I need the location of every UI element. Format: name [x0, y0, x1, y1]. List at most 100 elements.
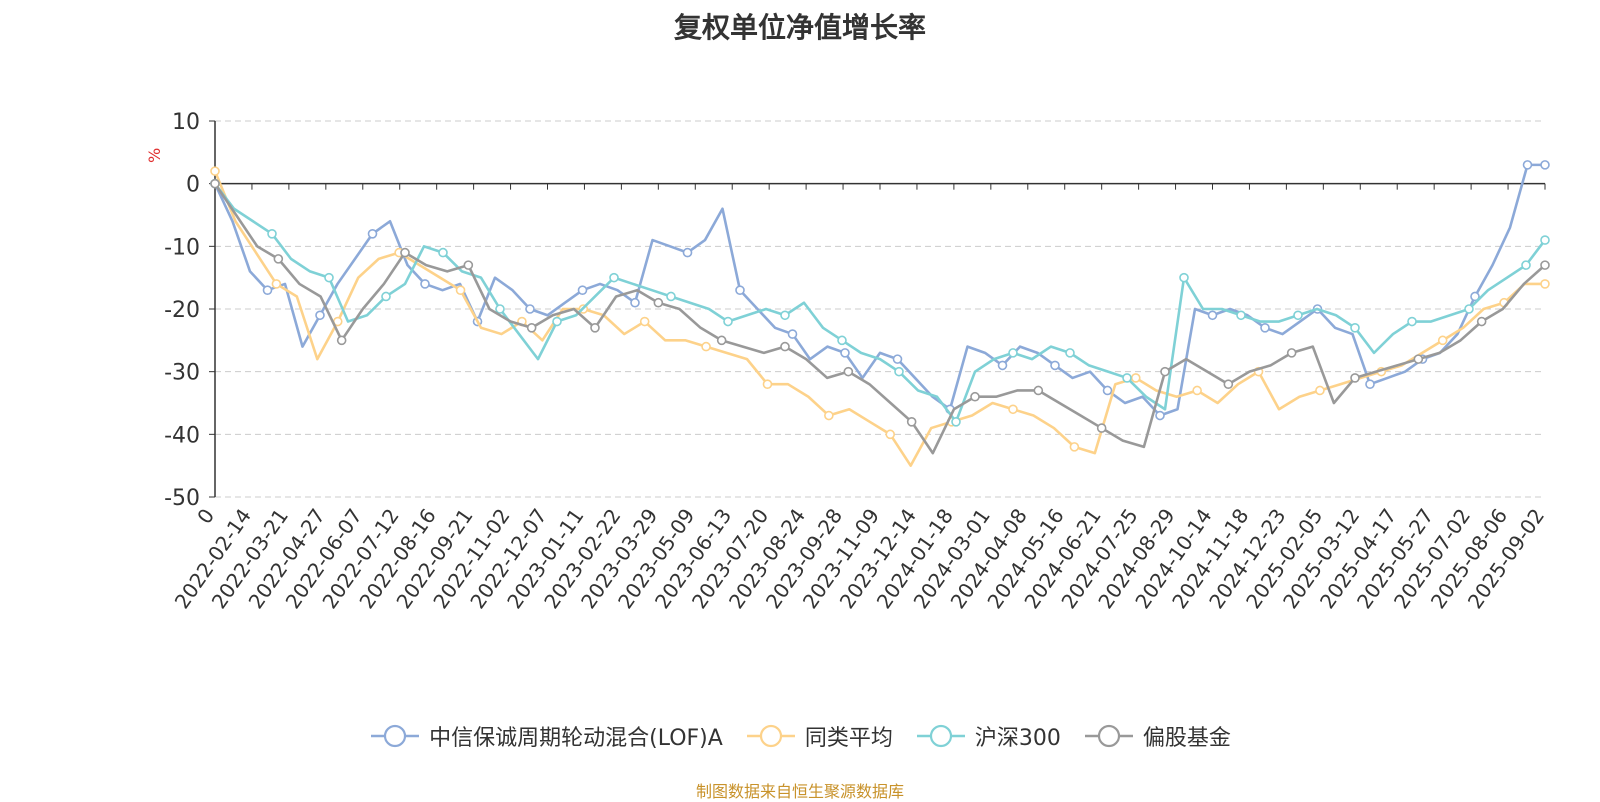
data-point: [1155, 410, 1165, 421]
data-point: [1476, 316, 1487, 327]
y-axis-label: %: [145, 148, 164, 163]
series-line: [213, 182, 1547, 424]
data-point: [716, 335, 727, 346]
data-point: [682, 247, 693, 258]
data-point: [267, 229, 277, 239]
data-point: [1470, 291, 1480, 302]
chart-svg: 100-10-20-30-40-5002022-02-142022-03-212…: [145, 110, 1550, 613]
data-point: [997, 360, 1008, 371]
data-point: [843, 366, 854, 377]
data-point: [381, 291, 391, 302]
data-point: [735, 285, 745, 296]
data-point: [1350, 373, 1360, 383]
legend-item[interactable]: 中信保诚周期轮动混合(LOF)A: [369, 720, 723, 752]
data-point: [1437, 335, 1448, 346]
data-point: [1096, 423, 1107, 433]
data-point: [336, 335, 347, 346]
data-point: [324, 272, 334, 283]
data-point: [273, 254, 284, 264]
series-line: [213, 170, 1545, 467]
chart-title: 复权单位净值增长率: [673, 11, 926, 44]
data-point: [894, 366, 904, 377]
data-point: [1130, 373, 1141, 383]
data-point: [723, 316, 733, 327]
data-point: [1413, 354, 1424, 364]
legend-label: 沪深300: [974, 726, 1061, 751]
data-point: [951, 416, 961, 427]
data-point: [438, 247, 448, 258]
data-point: [420, 279, 430, 289]
legend-swatch-marker: [929, 724, 952, 748]
y-tick-label: -40: [164, 423, 200, 448]
data-point: [837, 335, 847, 346]
legend-swatch-marker: [384, 724, 407, 748]
data-point: [1407, 316, 1417, 327]
data-point: [1033, 385, 1044, 396]
data-point: [1160, 366, 1170, 377]
data-point: [1350, 322, 1360, 333]
data-point: [762, 379, 773, 390]
data-point: [1122, 373, 1132, 383]
data-point: [367, 229, 378, 239]
data-point: [1540, 260, 1550, 270]
source-note: 制图数据来自恒生聚源数据库: [695, 782, 904, 801]
axes: [209, 120, 1546, 498]
legend-swatch: [746, 724, 795, 748]
data-point: [210, 178, 220, 189]
legend-label: 同类平均: [804, 726, 893, 751]
data-point: [787, 329, 798, 339]
data-point: [1315, 385, 1325, 396]
data-point: [463, 260, 474, 270]
data-point: [885, 429, 896, 440]
legend-swatch-marker: [759, 724, 782, 748]
legend-swatch: [1084, 724, 1133, 748]
data-point: [609, 272, 619, 283]
legend-swatch-marker: [1097, 724, 1120, 748]
data-point: [400, 247, 410, 258]
data-point: [1179, 272, 1189, 283]
data-point: [639, 316, 650, 327]
data-point: [526, 322, 537, 333]
data-point: [1260, 322, 1270, 333]
data-point: [1540, 279, 1550, 289]
grid-lines: [215, 120, 1545, 498]
data-point: [1365, 379, 1375, 390]
series-line: [213, 182, 1546, 455]
data-point: [1192, 385, 1202, 396]
data-point: [577, 285, 588, 296]
data-point: [1065, 348, 1075, 358]
legend-label: 中信保诚周期轮动混合(LOF)A: [429, 726, 723, 751]
data-point: [1464, 304, 1474, 314]
y-tick-label: -30: [164, 361, 200, 386]
data-point: [970, 391, 980, 402]
data-point: [892, 354, 903, 364]
data-point: [630, 297, 640, 308]
legend-item[interactable]: 同类平均: [745, 720, 893, 752]
legend-item[interactable]: 沪深300: [915, 720, 1061, 752]
legend-swatch: [916, 724, 965, 748]
data-point: [525, 304, 535, 314]
data-point: [1008, 348, 1018, 358]
data-point: [271, 279, 282, 289]
data-point: [552, 316, 562, 327]
data-point: [1008, 404, 1018, 415]
data-point: [315, 310, 325, 321]
y-tick-label: -10: [164, 235, 200, 260]
data-point: [653, 297, 664, 308]
legend-item[interactable]: 偏股基金: [1083, 720, 1231, 752]
data-point: [1521, 260, 1531, 270]
data-point: [1069, 442, 1080, 452]
data-point: [840, 348, 850, 358]
data-point: [262, 285, 273, 296]
data-point: [1522, 160, 1533, 170]
y-tick-label: 10: [172, 110, 200, 135]
data-point: [1236, 310, 1246, 321]
data-point: [590, 322, 600, 333]
data-point: [1540, 235, 1550, 245]
y-tick-label: -50: [164, 486, 200, 511]
legend-label: 偏股基金: [1142, 726, 1231, 751]
ticks: 100-10-20-30-40-5002022-02-142022-03-212…: [164, 110, 1549, 613]
y-tick-label: -20: [164, 298, 200, 323]
series-line: [213, 163, 1545, 417]
data-point: [495, 304, 505, 314]
